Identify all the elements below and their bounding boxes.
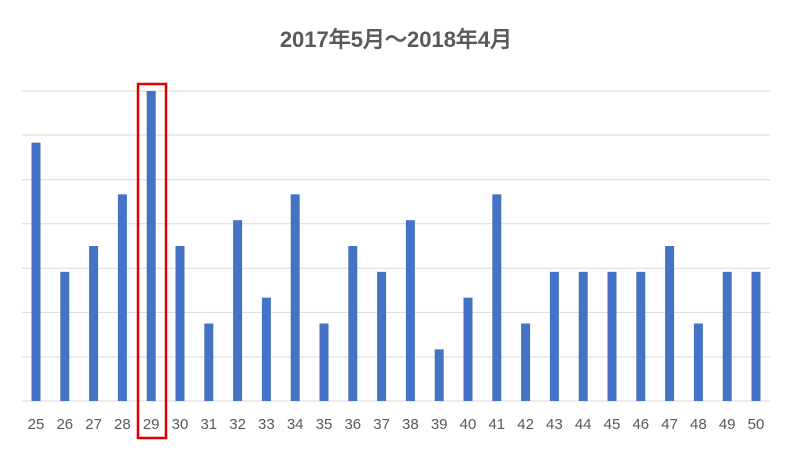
bar <box>348 246 358 401</box>
bar <box>261 297 271 401</box>
x-tick-label: 35 <box>316 416 333 433</box>
bar <box>60 271 70 401</box>
x-tick-label: 43 <box>546 416 563 433</box>
bar <box>377 271 387 401</box>
highlight-box <box>136 82 168 440</box>
bar <box>665 246 675 401</box>
x-tick-label: 34 <box>287 416 304 433</box>
x-tick-label: 32 <box>229 416 246 433</box>
x-tick-label: 25 <box>28 416 45 433</box>
bar <box>290 194 300 401</box>
x-tick-label: 31 <box>200 416 217 433</box>
x-tick-label: 27 <box>85 416 102 433</box>
bar <box>521 323 531 401</box>
x-tick-label: 33 <box>258 416 275 433</box>
x-tick-label: 44 <box>575 416 592 433</box>
x-tick-label: 40 <box>460 416 477 433</box>
bar <box>175 246 185 401</box>
bar <box>146 91 156 401</box>
bar <box>607 271 617 401</box>
x-tick-label: 28 <box>114 416 131 433</box>
x-tick-label: 49 <box>719 416 736 433</box>
x-tick-label: 45 <box>604 416 621 433</box>
x-tick-label: 39 <box>431 416 448 433</box>
x-tick-label: 30 <box>172 416 189 433</box>
x-tick-label: 38 <box>402 416 419 433</box>
bar <box>405 220 415 401</box>
bar <box>751 271 761 401</box>
bar <box>636 271 646 401</box>
x-tick-label: 41 <box>488 416 505 433</box>
bar <box>463 297 473 401</box>
bar <box>578 271 588 401</box>
bar <box>549 271 559 401</box>
bar <box>492 194 502 401</box>
x-tick-label: 29 <box>143 416 160 433</box>
x-tick-label: 48 <box>690 416 707 433</box>
x-tick-label: 42 <box>517 416 534 433</box>
x-tick-label: 50 <box>748 416 765 433</box>
bar <box>434 349 444 401</box>
x-tick-label: 47 <box>661 416 678 433</box>
x-tick-label: 46 <box>632 416 649 433</box>
bar <box>89 246 99 401</box>
bar <box>31 142 41 401</box>
x-tick-label: 26 <box>56 416 73 433</box>
bar <box>117 194 127 401</box>
x-tick-label: 36 <box>344 416 361 433</box>
x-tick-label: 37 <box>373 416 390 433</box>
bar <box>233 220 243 401</box>
bar <box>319 323 329 401</box>
chart-title: 2017年5月～2018年4月 <box>280 27 512 52</box>
bar <box>204 323 214 401</box>
bar <box>722 271 732 401</box>
bar <box>693 323 703 401</box>
